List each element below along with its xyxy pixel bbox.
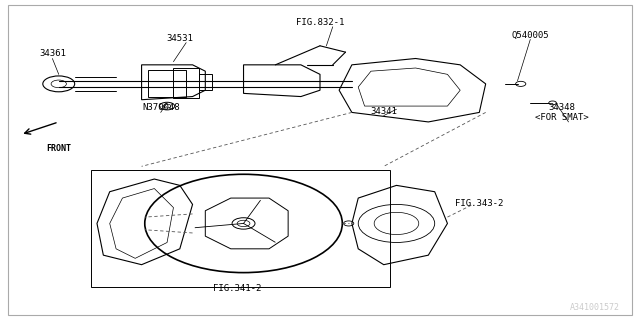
- Text: FRONT: FRONT: [46, 144, 71, 153]
- Bar: [199, 74, 212, 90]
- Bar: [91, 170, 390, 287]
- Text: N370048: N370048: [142, 103, 179, 112]
- Text: A341001572: A341001572: [570, 303, 620, 312]
- Text: 34361: 34361: [39, 50, 66, 59]
- Bar: [148, 69, 186, 97]
- Text: 34348
<FOR SMAT>: 34348 <FOR SMAT>: [535, 102, 589, 122]
- Text: 34531: 34531: [166, 34, 193, 43]
- Text: 34341: 34341: [371, 107, 397, 116]
- Text: FIG.832-1: FIG.832-1: [296, 18, 344, 27]
- Text: FIG.343-2: FIG.343-2: [455, 199, 504, 208]
- Text: FIG.341-2: FIG.341-2: [213, 284, 261, 293]
- Text: Q540005: Q540005: [511, 30, 549, 39]
- Bar: [173, 68, 199, 98]
